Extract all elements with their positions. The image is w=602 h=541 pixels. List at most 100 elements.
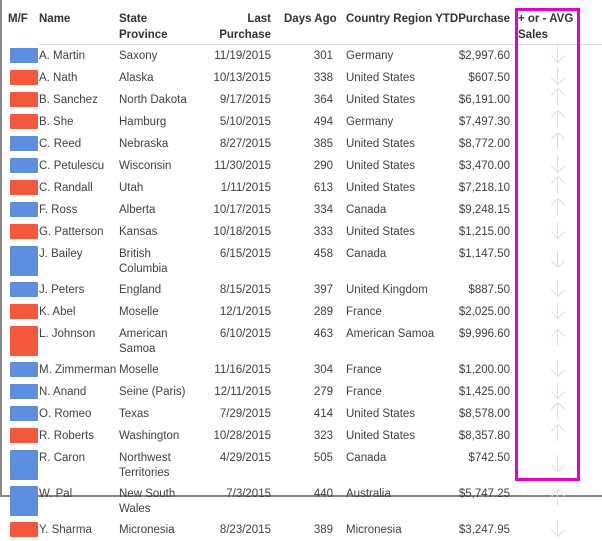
cell-country: United States <box>340 177 435 199</box>
cell-country: United States <box>340 89 435 111</box>
arrow-up-icon <box>551 199 564 216</box>
cell-name: R. Caron <box>39 447 119 483</box>
cell-state: Texas <box>119 403 198 425</box>
cell-trend <box>513 133 602 155</box>
cell-ytd: $1,425.00 <box>435 381 513 403</box>
cell-days: 334 <box>279 199 340 221</box>
arrow-up-icon <box>551 425 564 442</box>
gender-swatch-male <box>10 158 38 173</box>
cell-state: American Samoa <box>119 323 198 359</box>
gender-swatch-female <box>10 114 38 129</box>
cell-ytd: $742.50 <box>435 447 513 483</box>
arrow-down-icon <box>551 301 564 318</box>
cell-mf <box>2 199 39 221</box>
column-header-name[interactable]: Name <box>39 0 119 43</box>
cell-days: 289 <box>279 301 340 323</box>
cell-days: 290 <box>279 155 340 177</box>
arrow-head <box>551 176 565 190</box>
cell-date: 6/15/2015 <box>198 243 279 279</box>
column-header-days-ago[interactable]: Days Ago <box>279 0 340 43</box>
cell-days: 301 <box>279 45 340 68</box>
cell-date: 8/27/2015 <box>198 133 279 155</box>
cell-ytd: $3,470.00 <box>435 155 513 177</box>
cell-ytd: $2,997.60 <box>435 45 513 68</box>
cell-name: K. Abel <box>39 301 119 323</box>
cell-trend <box>513 359 602 381</box>
cell-ytd: $607.50 <box>435 67 513 89</box>
cell-mf <box>2 425 39 447</box>
cell-state: Moselle <box>119 359 198 381</box>
cell-country: France <box>340 301 435 323</box>
cell-state: Alberta <box>119 199 198 221</box>
cell-state: Washington <box>119 425 198 447</box>
arrow-head <box>551 523 565 537</box>
column-header-mf[interactable]: M/F <box>2 0 39 43</box>
cell-country: United States <box>340 67 435 89</box>
arrow-head <box>551 225 565 239</box>
cell-date: 12/11/2015 <box>198 381 279 403</box>
arrow-head <box>551 385 565 399</box>
column-header-country-region[interactable]: Country Region <box>340 0 435 43</box>
column-header-state[interactable]: State Province <box>119 0 198 43</box>
cell-country: United States <box>340 425 435 447</box>
cell-date: 7/29/2015 <box>198 403 279 425</box>
cell-name: W. Pal <box>39 483 119 519</box>
cell-name: R. Roberts <box>39 425 119 447</box>
cell-country: Canada <box>340 199 435 221</box>
arrow-up-icon <box>551 330 564 347</box>
column-header-avg-sales-trend[interactable]: + or - AVG Sales <box>513 0 602 43</box>
column-header-last-purchase[interactable]: Last Purchase <box>198 0 279 43</box>
cell-country: Micronesia <box>340 519 435 541</box>
cell-date: 5/10/2015 <box>198 111 279 133</box>
gender-swatch-female <box>10 92 38 107</box>
cell-state: Kansas <box>119 221 198 243</box>
arrow-down-icon <box>551 155 564 172</box>
cell-mf <box>2 403 39 425</box>
cell-ytd: $6,191.00 <box>435 89 513 111</box>
cell-name: C. Reed <box>39 133 119 155</box>
cell-state: Micronesia <box>119 519 198 541</box>
cell-name: M. Zimmerman <box>39 359 119 381</box>
table-header: M/F Name State Province Last Purchase Da… <box>2 0 602 45</box>
gender-swatch-male <box>10 384 38 399</box>
gender-swatch-female <box>10 180 38 195</box>
cell-country: Australia <box>340 483 435 519</box>
cell-name: G. Patterson <box>39 221 119 243</box>
arrow-head <box>551 198 565 212</box>
cell-name: B. She <box>39 111 119 133</box>
cell-date: 11/30/2015 <box>198 155 279 177</box>
cell-date: 12/1/2015 <box>198 301 279 323</box>
cell-country: Canada <box>340 243 435 279</box>
cell-date: 8/15/2015 <box>198 279 279 301</box>
column-header-ytd-purchase[interactable]: YTDPurchase <box>435 0 513 43</box>
cell-trend <box>513 221 602 243</box>
cell-state: Moselle <box>119 301 198 323</box>
arrow-up-icon <box>551 89 564 106</box>
cell-trend <box>513 519 602 541</box>
cell-trend <box>513 447 602 483</box>
cell-name: A. Nath <box>39 67 119 89</box>
cell-trend <box>513 89 602 111</box>
cell-trend <box>513 111 602 133</box>
cell-ytd: $9,996.60 <box>435 323 513 359</box>
